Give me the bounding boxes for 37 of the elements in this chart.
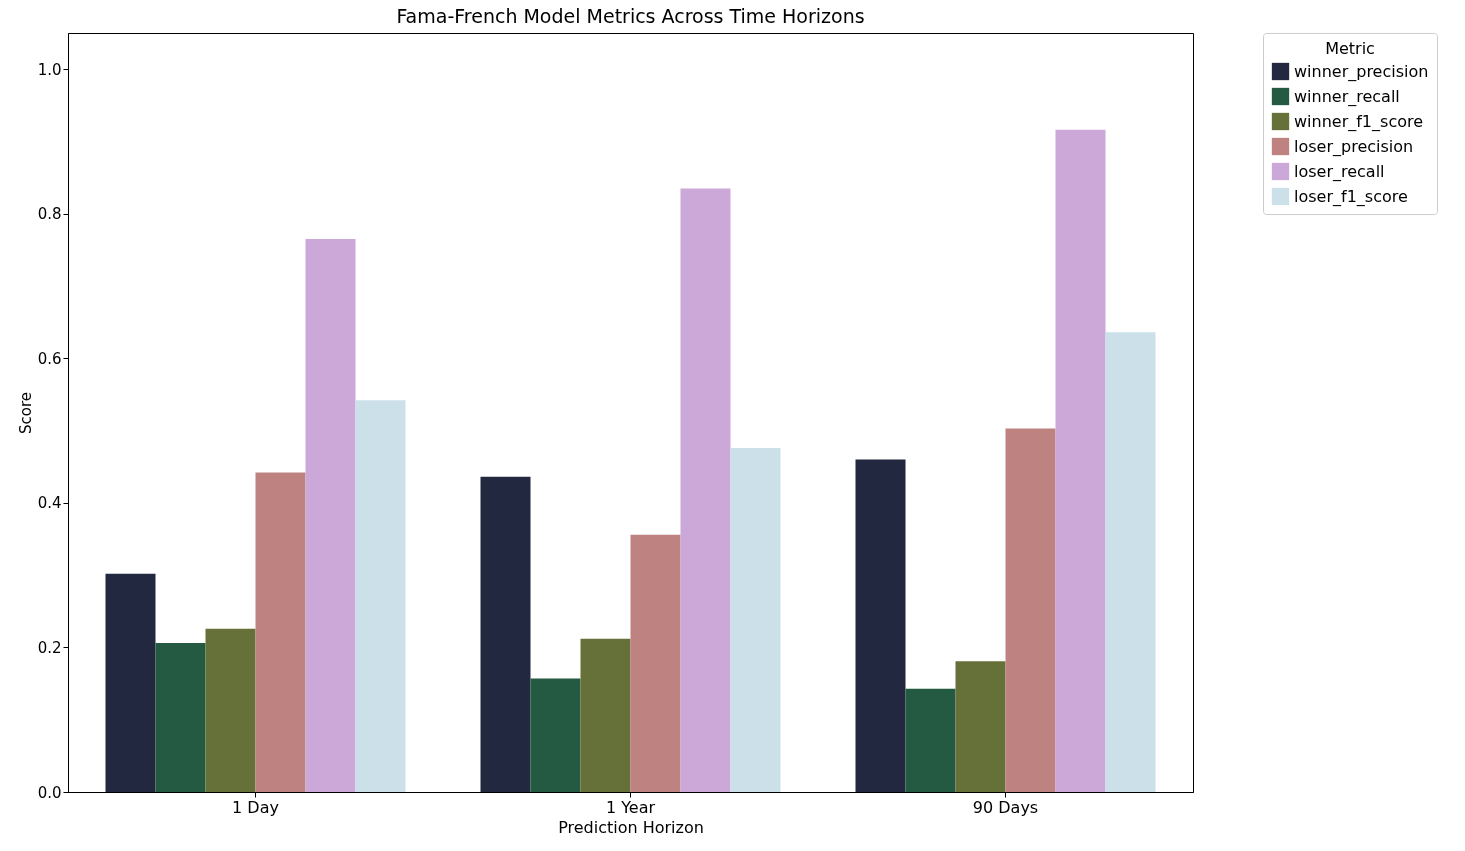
bar <box>205 628 256 792</box>
bar <box>355 400 406 792</box>
bar <box>305 239 356 792</box>
bar <box>105 573 156 792</box>
y-tick-label: 0.0 <box>37 783 62 802</box>
legend-label: loser_precision <box>1294 136 1414 157</box>
y-tick-label: 0.2 <box>37 638 62 657</box>
legend-label: loser_recall <box>1294 161 1385 182</box>
legend-label: loser_f1_score <box>1294 186 1408 207</box>
y-tick-label: 0.8 <box>37 205 62 224</box>
x-axis-title: Prediction Horizon <box>558 817 704 837</box>
bar <box>480 476 531 792</box>
bar <box>630 534 681 792</box>
legend-title: Metric <box>1325 39 1375 58</box>
legend-label: winner_precision <box>1294 61 1429 82</box>
y-tick-label: 0.6 <box>37 349 62 368</box>
x-tick-label: 90 Days <box>972 797 1039 817</box>
bar <box>255 472 306 792</box>
x-tick-label: 1 Day <box>232 797 279 817</box>
y-axis-title: Score <box>16 391 35 435</box>
bar <box>155 643 206 792</box>
y-tick-label: 0.4 <box>37 494 62 513</box>
bar <box>1005 428 1056 792</box>
bar <box>580 638 631 792</box>
bar <box>905 688 956 792</box>
bar <box>1055 129 1106 792</box>
bar <box>680 188 731 792</box>
y-tick-label: 1.0 <box>37 60 62 79</box>
chart-title: Fama-French Model Metrics Across Time Horizons <box>396 4 865 27</box>
bar <box>955 661 1006 792</box>
legend-label: winner_f1_score <box>1294 111 1424 132</box>
x-tick-label: 1 Year <box>605 797 656 817</box>
bar <box>1105 332 1156 792</box>
legend-label: winner_recall <box>1294 86 1400 107</box>
bar <box>855 459 906 792</box>
bar <box>530 678 581 792</box>
bar <box>730 447 781 792</box>
